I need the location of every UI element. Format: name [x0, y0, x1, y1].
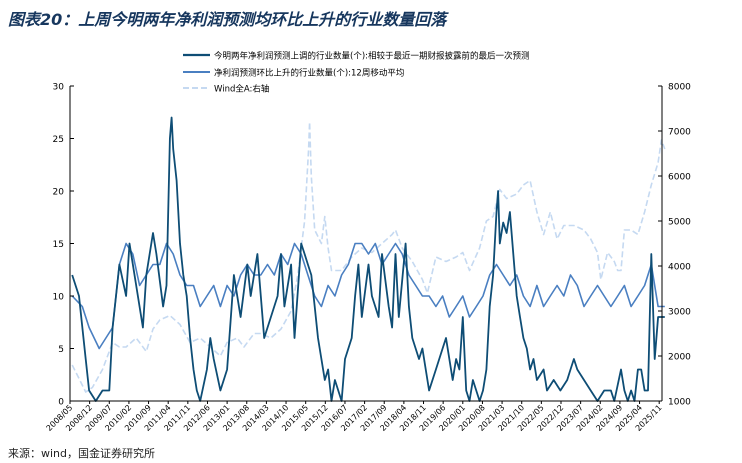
series-line-1	[71, 116, 665, 402]
plot-area	[71, 116, 666, 402]
legend: 今明两年净利润预测上调的行业数量(个):相较于最近一期财报披露前的最后一次预测净…	[183, 51, 530, 95]
y-left-tick-label: 5	[58, 345, 64, 355]
y-left-tick-label: 30	[53, 83, 65, 93]
y-left-tick-label: 10	[53, 293, 65, 303]
chart-title: 图表20：上周今明两年净利润预测均环比上升的行业数量回落	[8, 10, 447, 29]
y-right-tick-label: 7000	[668, 128, 691, 138]
y-right-tick-label: 2000	[668, 353, 691, 363]
y-right-tick-label: 3000	[668, 308, 691, 318]
y-left-tick-label: 20	[53, 188, 65, 198]
x-axis: 2008/052008/122009/072010/022010/092011/…	[45, 400, 664, 433]
legend-label-3: Wind全A:右轴	[214, 84, 269, 95]
y-axis-right: 1000 2000 3000 4000 5000 6000 7000 8000	[658, 83, 691, 408]
y-left-tick-label: 15	[53, 240, 64, 250]
y-right-tick-label: 5000	[668, 218, 691, 228]
y-left-tick-label: 0	[58, 398, 64, 408]
series-line-2	[71, 242, 665, 350]
legend-label-2: 净利润预测环比上升的行业数量(个):12周移动平均	[214, 68, 404, 79]
source-note: 来源：wind，国金证券研究所	[8, 447, 156, 460]
y-right-tick-label: 4000	[668, 263, 691, 273]
y-left-tick-label: 25	[53, 135, 64, 145]
y-right-tick-label: 1000	[668, 398, 691, 408]
y-right-tick-label: 8000	[668, 83, 691, 93]
y-right-tick-label: 6000	[668, 173, 691, 183]
legend-label-1: 今明两年净利润预测上调的行业数量(个):相较于最近一期财报披露前的最后一次预测	[214, 51, 530, 62]
series-line-3	[71, 121, 666, 393]
y-axis-left: 0 5 10 15 20 25 30	[53, 83, 74, 408]
